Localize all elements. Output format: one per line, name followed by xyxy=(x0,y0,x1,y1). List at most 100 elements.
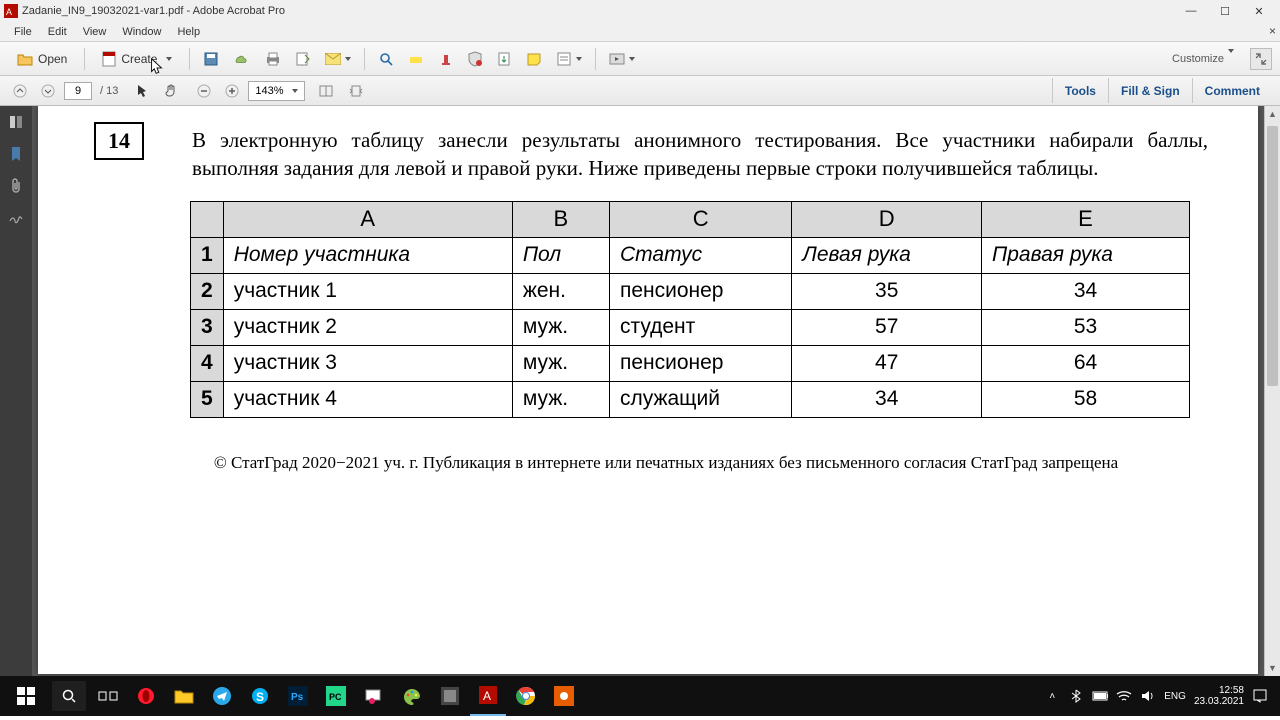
form-icon[interactable] xyxy=(551,47,587,71)
taskbar-app-chrome[interactable] xyxy=(508,676,544,716)
scroll-up-arrow[interactable]: ▲ xyxy=(1265,106,1280,122)
menu-window[interactable]: Window xyxy=(114,24,169,40)
multimedia-icon[interactable] xyxy=(604,47,640,71)
tray-chevron-up-icon[interactable]: ˄ xyxy=(1044,688,1060,704)
title-bar: A Zadanie_IN9_19032021-var1.pdf - Adobe … xyxy=(0,0,1280,22)
table-row: 5 участник 4 муж. служащий 34 58 xyxy=(191,381,1190,417)
taskbar-app-telegram[interactable] xyxy=(204,676,240,716)
taskbar-app-pycharm[interactable]: PC xyxy=(318,676,354,716)
svg-text:A: A xyxy=(483,689,491,703)
cell: участник 1 xyxy=(223,273,512,309)
bookmark-icon[interactable] xyxy=(6,144,26,164)
select-tool-icon[interactable] xyxy=(130,79,154,103)
vertical-scrollbar[interactable]: ▲ ▼ xyxy=(1264,106,1280,676)
search-icon[interactable] xyxy=(373,47,399,71)
page-down-button[interactable] xyxy=(36,79,60,103)
zoom-out-icon[interactable] xyxy=(192,79,216,103)
hand-tool-icon[interactable] xyxy=(158,79,184,103)
col-header: D xyxy=(792,201,982,237)
task-view-icon[interactable] xyxy=(90,676,126,716)
edit-icon[interactable] xyxy=(290,47,316,71)
menu-file[interactable]: File xyxy=(6,24,40,40)
open-button[interactable]: Open xyxy=(8,47,76,71)
cell: пенсионер xyxy=(609,273,791,309)
menu-view[interactable]: View xyxy=(75,24,115,40)
tab-comment[interactable]: Comment xyxy=(1192,78,1272,103)
table-row: 4 участник 3 муж. пенсионер 47 64 xyxy=(191,345,1190,381)
svg-text:S: S xyxy=(256,690,264,704)
cell: Правая рука xyxy=(982,237,1190,273)
envelope-icon[interactable] xyxy=(320,47,356,71)
export-icon[interactable] xyxy=(491,47,517,71)
cell: жен. xyxy=(512,273,609,309)
scroll-down-arrow[interactable]: ▼ xyxy=(1265,660,1280,676)
taskbar-app-palette[interactable] xyxy=(394,676,430,716)
shield-icon[interactable] xyxy=(463,47,487,71)
cell: 35 xyxy=(792,273,982,309)
menu-help[interactable]: Help xyxy=(169,24,208,40)
print-icon[interactable] xyxy=(260,47,286,71)
taskbar-app-screenrec[interactable] xyxy=(546,676,582,716)
tray-battery-icon[interactable] xyxy=(1092,688,1108,704)
tab-fill-sign[interactable]: Fill & Sign xyxy=(1108,78,1192,103)
col-header: B xyxy=(512,201,609,237)
document-viewport[interactable]: 14 В электронную таблицу занесли результ… xyxy=(32,106,1264,676)
taskbar-app-acrobat[interactable]: A xyxy=(470,676,506,716)
right-panel-tabs: Tools Fill & Sign Comment xyxy=(1052,78,1272,103)
taskbar-search-icon[interactable] xyxy=(52,681,86,711)
attachment-icon[interactable] xyxy=(6,176,26,196)
cell: Левая рука xyxy=(792,237,982,273)
pdf-icon: A xyxy=(4,4,18,18)
start-button[interactable] xyxy=(4,676,48,716)
tray-notifications-icon[interactable] xyxy=(1252,688,1268,704)
menu-edit[interactable]: Edit xyxy=(40,24,75,40)
row-number: 1 xyxy=(191,237,224,273)
signatures-icon[interactable] xyxy=(6,208,26,228)
cell: 57 xyxy=(792,309,982,345)
taskbar-app-explorer[interactable] xyxy=(166,676,202,716)
zoom-in-icon[interactable] xyxy=(220,79,244,103)
maximize-button[interactable]: ☐ xyxy=(1208,1,1242,21)
tray-volume-icon[interactable] xyxy=(1140,688,1156,704)
taskbar-app-generic[interactable] xyxy=(432,676,468,716)
taskbar-app-opera[interactable] xyxy=(128,676,164,716)
cell: пенсионер xyxy=(609,345,791,381)
fit-width-icon[interactable] xyxy=(313,79,339,103)
tab-tools[interactable]: Tools xyxy=(1052,78,1108,103)
taskbar-app-paint[interactable] xyxy=(356,676,392,716)
customize-button[interactable]: Customize xyxy=(1166,53,1240,65)
expand-icon[interactable] xyxy=(1250,48,1272,70)
page-number-input[interactable] xyxy=(64,82,92,100)
minimize-button[interactable]: — xyxy=(1174,1,1208,21)
windows-taskbar: S Ps PC A ˄ ENG 12:58 23.03.2021 xyxy=(0,676,1280,716)
cell: Номер участника xyxy=(223,237,512,273)
page-up-button[interactable] xyxy=(8,79,32,103)
highlight-icon[interactable] xyxy=(403,47,429,71)
table-corner-cell xyxy=(191,201,224,237)
tray-language-label[interactable]: ENG xyxy=(1164,691,1186,702)
save-icon[interactable] xyxy=(198,47,224,71)
create-button[interactable]: Create xyxy=(93,47,181,71)
taskbar-app-skype[interactable]: S xyxy=(242,676,278,716)
thumbnails-icon[interactable] xyxy=(6,112,26,132)
cell: участник 4 xyxy=(223,381,512,417)
tray-date: 23.03.2021 xyxy=(1194,696,1244,708)
close-document-button[interactable]: × xyxy=(1269,24,1276,38)
taskbar-app-photoshop[interactable]: Ps xyxy=(280,676,316,716)
zoom-level-select[interactable]: 143% xyxy=(248,81,304,101)
nav-toolbar: / 13 143% Tools Fill & Sign Comment xyxy=(0,76,1280,106)
zoom-value: 143% xyxy=(255,85,283,97)
question-text: В электронную таблицу занесли результаты… xyxy=(192,126,1208,183)
close-button[interactable]: ✕ xyxy=(1242,1,1276,21)
copyright-text: © СтатГрад 2020−2021 уч. г. Публикация в… xyxy=(154,452,1178,475)
stamp-icon[interactable] xyxy=(433,47,459,71)
cell: муж. xyxy=(512,309,609,345)
cell: Пол xyxy=(512,237,609,273)
note-icon[interactable] xyxy=(521,47,547,71)
tray-bluetooth-icon[interactable] xyxy=(1068,688,1084,704)
scroll-thumb[interactable] xyxy=(1267,126,1278,386)
fit-page-icon[interactable] xyxy=(343,79,369,103)
tray-wifi-icon[interactable] xyxy=(1116,688,1132,704)
tray-clock[interactable]: 12:58 23.03.2021 xyxy=(1194,685,1244,708)
cloud-icon[interactable] xyxy=(228,47,256,71)
